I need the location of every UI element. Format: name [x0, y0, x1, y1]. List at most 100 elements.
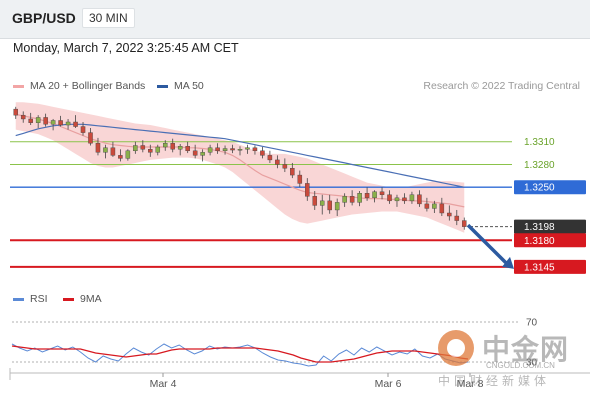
candle-body: [20, 114, 26, 120]
candle-body: [462, 220, 467, 227]
candle: [65, 118, 71, 130]
legend-rsi: RSI: [13, 293, 48, 305]
ma9-line: [11, 345, 469, 363]
candle-body: [80, 126, 86, 133]
candle: [125, 149, 131, 161]
candle-body: [207, 147, 213, 153]
candle-body: [364, 193, 370, 199]
candle: [185, 141, 190, 154]
candle-body: [35, 117, 41, 123]
candle: [379, 187, 385, 200]
candle-body: [88, 132, 93, 144]
candle: [118, 149, 123, 162]
candle-body: [432, 203, 437, 209]
level-label-1.3250: 1.3250: [524, 183, 555, 194]
candle: [215, 143, 220, 154]
candle: [58, 115, 63, 127]
candle-body: [282, 164, 288, 169]
candle: [260, 147, 265, 159]
candle: [200, 149, 205, 162]
candle: [245, 144, 250, 154]
candle-body: [170, 143, 175, 150]
candle-body: [103, 147, 108, 153]
candle: [409, 191, 415, 204]
rsi-level-label-70: 70: [526, 318, 538, 329]
legend-ma50-label: MA 50: [174, 80, 204, 92]
chart-header: GBP/USD 30 MIN: [0, 0, 590, 39]
candle: [162, 140, 168, 151]
candle: [267, 150, 273, 163]
level-label-1.3280: 1.3280: [524, 160, 555, 171]
candle: [140, 140, 146, 153]
candle-body: [394, 197, 400, 202]
candle-body: [357, 193, 362, 203]
candle-body: [73, 121, 78, 127]
candle: [20, 111, 26, 123]
candle-body: [305, 183, 310, 197]
candle: [207, 144, 213, 156]
candle-body: [43, 117, 48, 125]
candle: [88, 128, 93, 146]
candle-body: [379, 191, 385, 195]
bollinger-band: [15, 102, 465, 233]
candle: [252, 145, 258, 155]
candle-body: [148, 149, 153, 153]
candle-body: [230, 148, 235, 151]
candle-body: [417, 194, 422, 205]
legend-ma9-label: 9MA: [80, 293, 102, 305]
candle: [222, 145, 228, 155]
candle-body: [439, 203, 445, 214]
candle-body: [95, 143, 101, 153]
candle-body: [50, 120, 56, 125]
candle-body: [260, 150, 265, 156]
research-credit: Research © 2022 Trading Central: [423, 80, 580, 92]
candle-body: [185, 146, 190, 152]
candle-body: [118, 155, 123, 159]
timestamp: Monday, March 7, 2022 3:25:45 AM CET: [13, 41, 239, 55]
candle-body: [267, 155, 273, 161]
candle: [342, 193, 347, 207]
candle-body: [252, 147, 258, 152]
candle: [148, 144, 153, 157]
candle: [297, 170, 303, 188]
candle: [155, 144, 161, 156]
candle-body: [290, 168, 295, 176]
candle: [349, 190, 355, 206]
candle-body: [349, 196, 355, 203]
candle: [454, 209, 460, 226]
candle: [35, 115, 41, 129]
candle: [372, 190, 377, 203]
rsi-line: [11, 343, 469, 367]
candle: [290, 162, 295, 179]
candle-body: [133, 145, 138, 152]
legend-bollinger: MA 20 + Bollinger Bands: [13, 80, 145, 92]
level-label-1.3145: 1.3145: [524, 262, 555, 273]
candle-body: [162, 143, 168, 148]
candle-body: [319, 200, 325, 206]
candle: [312, 191, 318, 210]
candle: [282, 158, 288, 173]
candle-body: [110, 147, 116, 156]
candle-body: [334, 202, 340, 211]
timeframe-button[interactable]: 30 MIN: [82, 8, 135, 28]
candle: [80, 121, 86, 136]
projection-arrow-shaft: [466, 223, 510, 267]
candle: [50, 118, 56, 131]
candle: [73, 115, 78, 129]
candle: [275, 155, 280, 169]
level-label-1.3198: 1.3198: [524, 222, 555, 233]
candle: [462, 217, 467, 230]
candle: [133, 141, 138, 154]
candle: [13, 106, 18, 119]
ma9-swatch-icon: [63, 297, 74, 301]
candle: [439, 197, 445, 217]
x-tick-label: Mar 6: [375, 378, 402, 390]
legend-ma9: 9MA: [63, 293, 102, 305]
candle: [103, 144, 108, 159]
candle: [357, 191, 362, 207]
candle-body: [222, 148, 228, 152]
currency-pair: GBP/USD: [12, 10, 76, 26]
level-label-1.3310: 1.3310: [524, 137, 555, 148]
candle-body: [409, 194, 415, 202]
